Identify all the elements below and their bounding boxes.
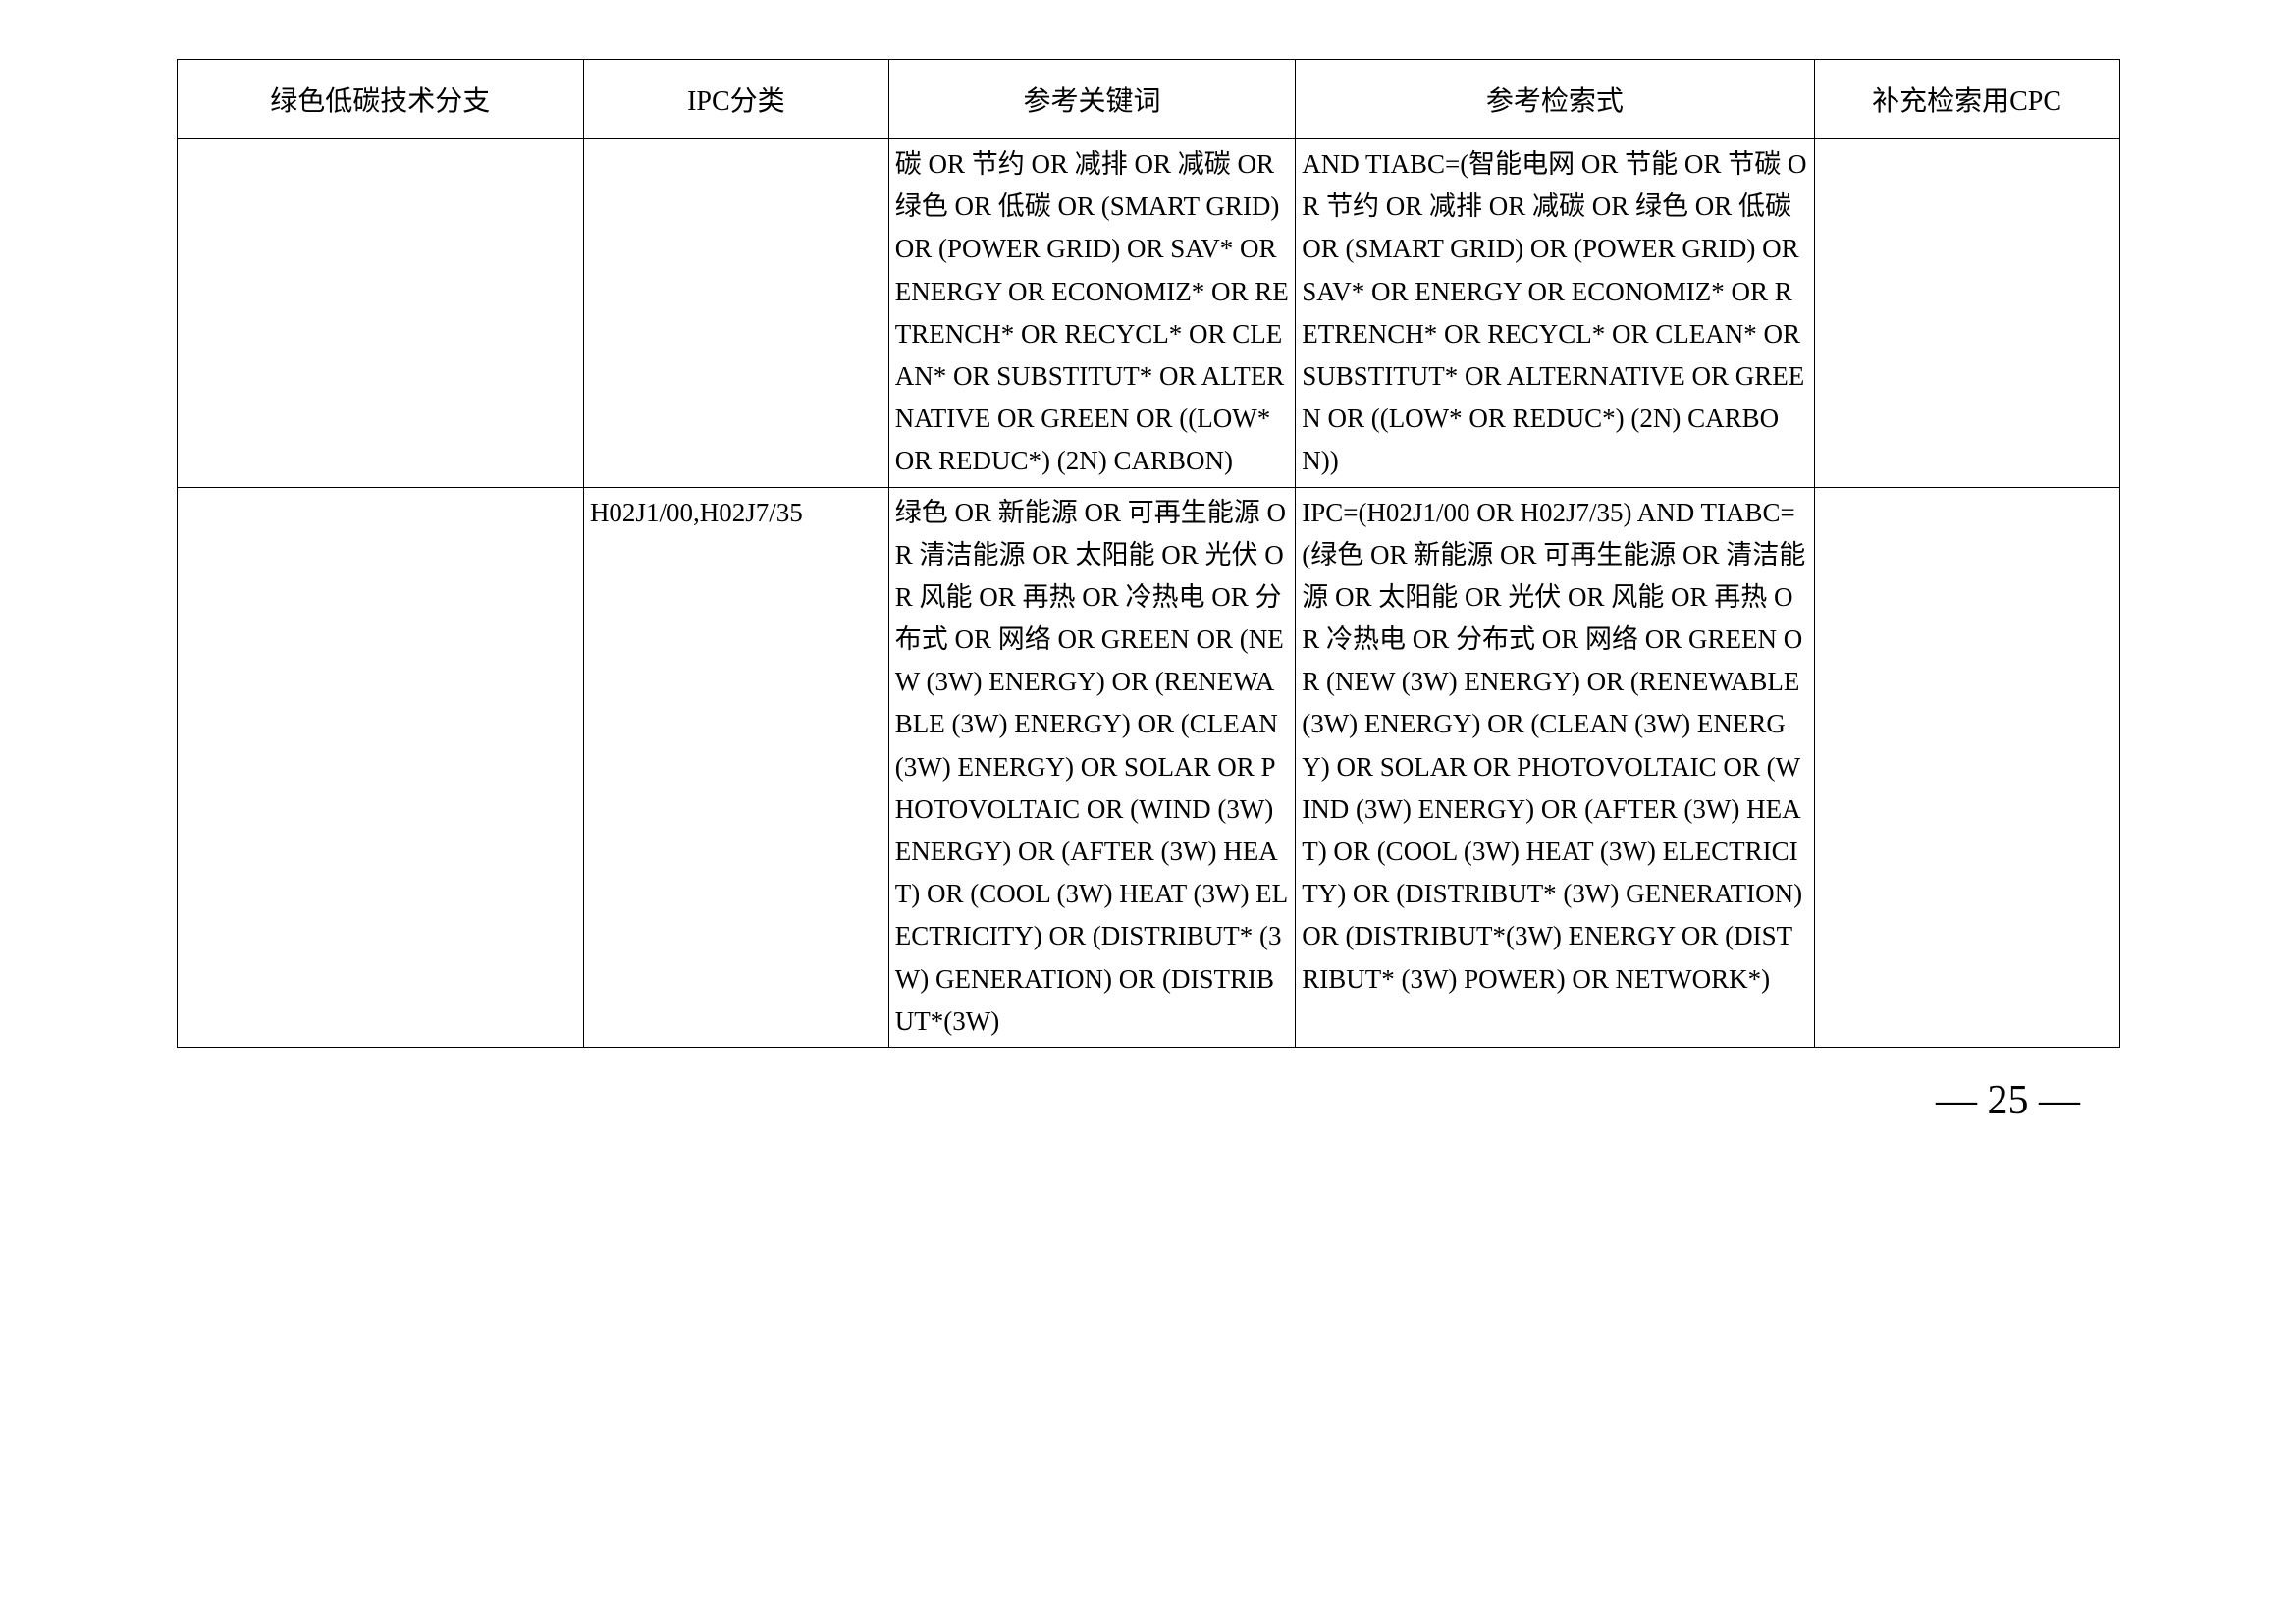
page-number: — 25 — — [39, 1077, 2257, 1124]
document-page: 绿色低碳技术分支 IPC分类 参考关键词 参考检索式 补充检索用CPC 碳 OR… — [39, 59, 2257, 1124]
header-branch: 绿色低碳技术分支 — [177, 60, 583, 139]
cell-ipc — [583, 139, 888, 488]
cell-cpc — [1814, 487, 2119, 1047]
cell-branch — [177, 139, 583, 488]
table-row: H02J1/00,H02J7/35 绿色 OR 新能源 OR 可再生能源 OR … — [177, 487, 2119, 1047]
table-row: 碳 OR 节约 OR 减排 OR 减碳 OR 绿色 OR 低碳 OR (SMAR… — [177, 139, 2119, 488]
header-cpc: 补充检索用CPC — [1814, 60, 2119, 139]
technology-table: 绿色低碳技术分支 IPC分类 参考关键词 参考检索式 补充检索用CPC 碳 OR… — [177, 59, 2120, 1048]
header-ipc: IPC分类 — [583, 60, 888, 139]
cell-search: IPC=(H02J1/00 OR H02J7/35) AND TIABC=(绿色… — [1296, 487, 1814, 1047]
cell-ipc: H02J1/00,H02J7/35 — [583, 487, 888, 1047]
cell-search: AND TIABC=(智能电网 OR 节能 OR 节碳 OR 节约 OR 减排 … — [1296, 139, 1814, 488]
table-header-row: 绿色低碳技术分支 IPC分类 参考关键词 参考检索式 补充检索用CPC — [177, 60, 2119, 139]
header-search: 参考检索式 — [1296, 60, 1814, 139]
header-keywords: 参考关键词 — [888, 60, 1295, 139]
cell-keywords: 碳 OR 节约 OR 减排 OR 减碳 OR 绿色 OR 低碳 OR (SMAR… — [888, 139, 1295, 488]
cell-cpc — [1814, 139, 2119, 488]
cell-keywords: 绿色 OR 新能源 OR 可再生能源 OR 清洁能源 OR 太阳能 OR 光伏 … — [888, 487, 1295, 1047]
cell-branch — [177, 487, 583, 1047]
